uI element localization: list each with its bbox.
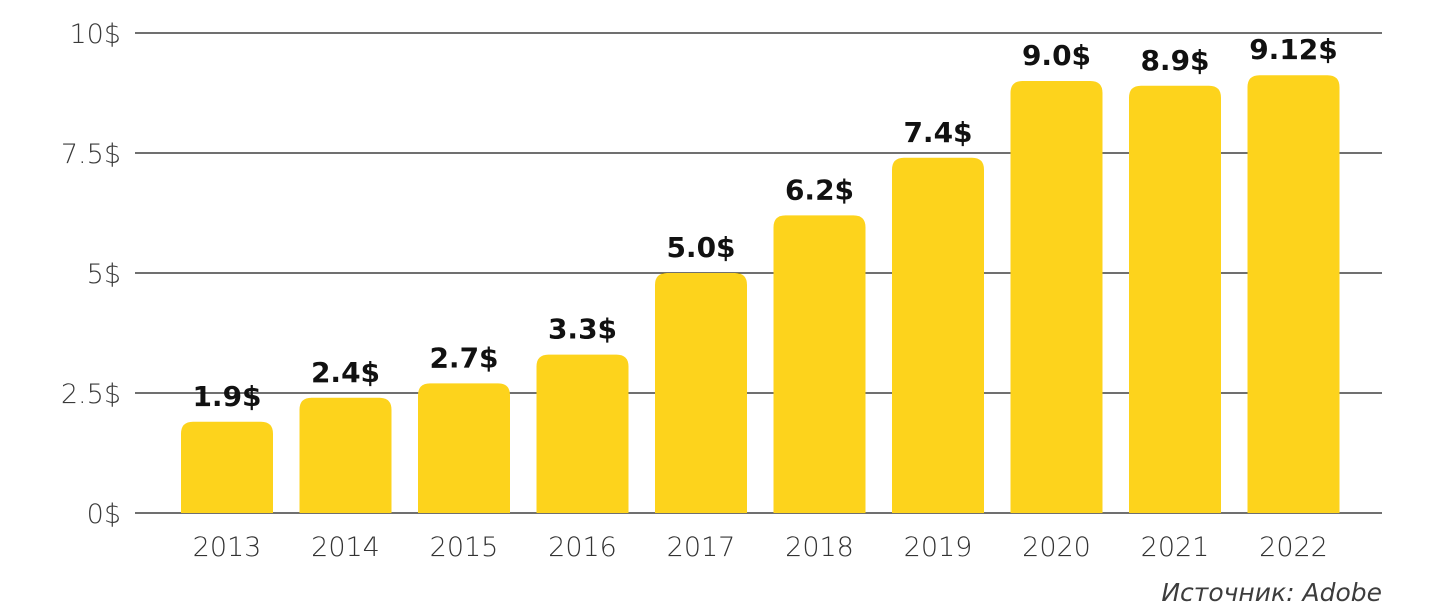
bar-2020 (1010, 81, 1103, 513)
bar-layer (181, 75, 1340, 514)
y-tick-label: 10$ (69, 19, 121, 50)
bar-2015 (418, 383, 510, 513)
data-label-2016: 3.3$ (548, 313, 617, 346)
y-tick-label: 2.5$ (61, 379, 121, 410)
data-label-2015: 2.7$ (429, 341, 498, 374)
x-tick-label: 2017 (667, 532, 736, 563)
y-tick-label: 7.5$ (61, 139, 121, 170)
x-tick-label: 2015 (430, 532, 499, 563)
x-tick-label: 2022 (1259, 532, 1328, 563)
bar-2013 (181, 421, 273, 513)
bar-2017 (655, 273, 747, 513)
axis-layer: 0$ 2.5$ 5$ 7.5$ 10$ 2013 2014 2015 2016 2017 2018 2… (61, 19, 1328, 563)
x-tick-label: 2014 (311, 532, 380, 563)
x-tick-label: 2018 (785, 532, 854, 563)
data-label-2013: 1.9$ (192, 380, 261, 413)
x-tick-label: 2013 (193, 532, 262, 563)
data-label-2014: 2.4$ (311, 356, 380, 389)
bar-2021 (1129, 85, 1221, 514)
bar-2018 (773, 215, 866, 513)
bar-2014 (299, 397, 392, 513)
bar-2016 (536, 354, 629, 513)
x-tick-label: 2016 (548, 532, 617, 563)
x-tick-label: 2020 (1022, 532, 1091, 563)
data-label-2017: 5.0$ (666, 231, 735, 264)
bar-2019 (892, 157, 984, 514)
x-tick-label: 2021 (1141, 532, 1210, 563)
bar-2022 (1247, 75, 1340, 514)
source-note: Источник: Adobe (1161, 578, 1382, 607)
label-layer: 1.9$ 2.4$ 2.7$ 3.3$ 5.0$ 6.2$ 7.4$ 9.0$ 8.9$ 9.12… (192, 33, 1337, 413)
y-tick-label: 0$ (87, 499, 121, 530)
x-tick-label: 2019 (904, 532, 973, 563)
data-label-2022: 9.12$ (1249, 33, 1338, 66)
data-label-2018: 6.2$ (785, 173, 854, 206)
y-tick-label: 5$ (87, 259, 121, 290)
data-label-2021: 8.9$ (1140, 44, 1209, 77)
data-label-2019: 7.4$ (903, 116, 972, 149)
data-label-2020: 9.0$ (1022, 39, 1091, 72)
